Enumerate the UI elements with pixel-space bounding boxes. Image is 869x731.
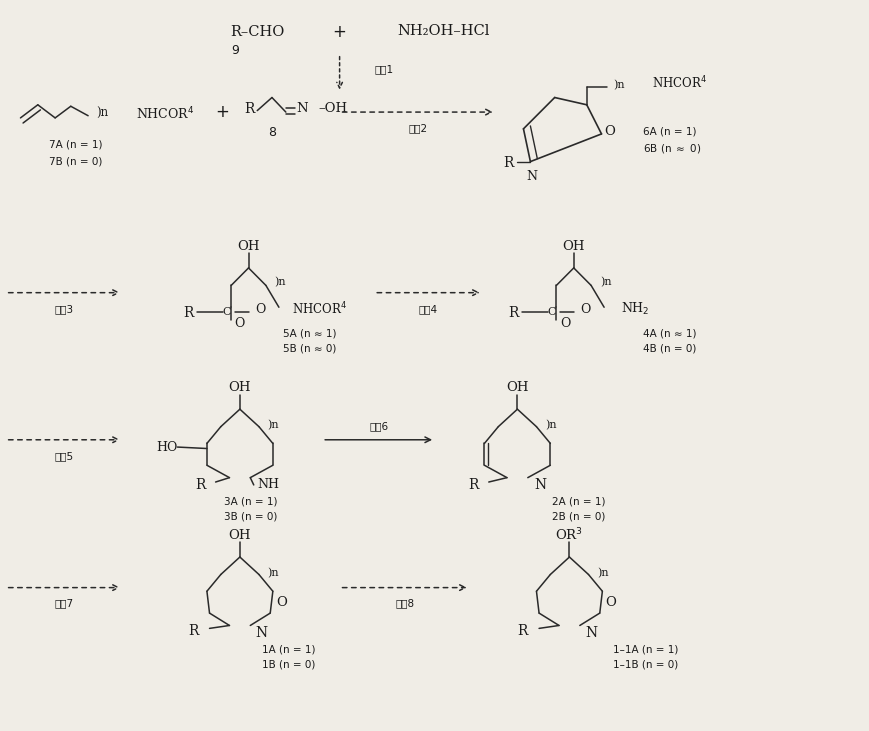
Text: NHCOR$^4$: NHCOR$^4$ bbox=[136, 105, 194, 122]
Text: R: R bbox=[244, 102, 255, 116]
Text: O: O bbox=[560, 317, 569, 330]
Text: 1–1A (n = 1): 1–1A (n = 1) bbox=[612, 645, 677, 654]
Text: N: N bbox=[584, 626, 596, 640]
Text: 8: 8 bbox=[268, 126, 275, 139]
Text: +: + bbox=[216, 103, 229, 121]
Text: O: O bbox=[580, 303, 590, 316]
Text: 3B (n = 0): 3B (n = 0) bbox=[224, 511, 277, 521]
Text: )n: )n bbox=[599, 277, 611, 287]
Text: R: R bbox=[195, 478, 205, 492]
Text: 1–1B (n = 0): 1–1B (n = 0) bbox=[612, 659, 677, 669]
Text: OH: OH bbox=[229, 381, 251, 394]
Text: N: N bbox=[526, 170, 537, 183]
Text: OH: OH bbox=[237, 240, 260, 253]
Text: 5A (n ≈ 1): 5A (n ≈ 1) bbox=[283, 328, 336, 338]
Text: 工序4: 工序4 bbox=[419, 303, 438, 314]
Text: 工序1: 工序1 bbox=[374, 64, 393, 75]
Text: NH$_2$: NH$_2$ bbox=[620, 301, 649, 317]
Text: O: O bbox=[605, 596, 616, 609]
Text: R: R bbox=[183, 306, 194, 320]
Text: 工序8: 工序8 bbox=[395, 599, 414, 609]
Text: )n: )n bbox=[545, 420, 556, 431]
Text: N: N bbox=[296, 102, 308, 115]
Text: 5B (n ≈ 0): 5B (n ≈ 0) bbox=[283, 343, 336, 353]
Text: 2B (n = 0): 2B (n = 0) bbox=[552, 511, 605, 521]
Text: 1B (n = 0): 1B (n = 0) bbox=[262, 659, 315, 669]
Text: 工序2: 工序2 bbox=[408, 123, 427, 133]
Text: 2A (n = 1): 2A (n = 1) bbox=[552, 496, 605, 507]
Text: R: R bbox=[503, 156, 514, 170]
Text: 6A (n = 1): 6A (n = 1) bbox=[642, 126, 696, 136]
Text: )n: )n bbox=[612, 80, 624, 91]
Text: R–CHO: R–CHO bbox=[229, 25, 284, 39]
Text: R: R bbox=[517, 624, 527, 638]
Text: 7B (n = 0): 7B (n = 0) bbox=[49, 156, 103, 167]
Text: 6B (n $\approx$ 0): 6B (n $\approx$ 0) bbox=[642, 142, 701, 155]
Text: OH: OH bbox=[562, 240, 584, 253]
Text: )n: )n bbox=[275, 277, 286, 287]
Text: +: + bbox=[332, 23, 346, 41]
Text: 1A (n = 1): 1A (n = 1) bbox=[262, 645, 315, 654]
Text: OR$^3$: OR$^3$ bbox=[554, 527, 583, 543]
Text: 7A (n = 1): 7A (n = 1) bbox=[49, 140, 103, 150]
Text: R: R bbox=[188, 624, 198, 638]
Text: N: N bbox=[255, 626, 268, 640]
Text: R: R bbox=[508, 306, 519, 320]
Text: NHCOR$^4$: NHCOR$^4$ bbox=[292, 301, 347, 318]
Text: R: R bbox=[468, 478, 478, 492]
Text: 工序7: 工序7 bbox=[55, 599, 74, 609]
Text: NH: NH bbox=[257, 478, 279, 491]
Text: C: C bbox=[222, 306, 231, 317]
Text: OH: OH bbox=[229, 529, 251, 542]
Text: O: O bbox=[275, 596, 287, 609]
Text: 4B (n = 0): 4B (n = 0) bbox=[642, 343, 696, 353]
Text: 工序6: 工序6 bbox=[368, 422, 388, 432]
Text: )n: )n bbox=[268, 568, 279, 578]
Text: –OH: –OH bbox=[317, 102, 347, 115]
Text: NH₂OH–HCl: NH₂OH–HCl bbox=[397, 23, 489, 37]
Text: O: O bbox=[604, 124, 615, 137]
Text: 9: 9 bbox=[231, 44, 239, 57]
Text: 4A (n ≈ 1): 4A (n ≈ 1) bbox=[642, 328, 696, 338]
Text: 工序5: 工序5 bbox=[55, 451, 74, 461]
Text: )n: )n bbox=[96, 107, 108, 120]
Text: )n: )n bbox=[268, 420, 279, 431]
Text: C: C bbox=[547, 306, 555, 317]
Text: N: N bbox=[534, 478, 547, 492]
Text: O: O bbox=[255, 303, 266, 316]
Text: O: O bbox=[235, 317, 245, 330]
Text: 3A (n = 1): 3A (n = 1) bbox=[224, 496, 277, 507]
Text: NHCOR$^4$: NHCOR$^4$ bbox=[651, 75, 706, 91]
Text: 工序3: 工序3 bbox=[55, 303, 74, 314]
Text: OH: OH bbox=[506, 381, 528, 394]
Text: HO: HO bbox=[156, 441, 177, 453]
Text: )n: )n bbox=[596, 568, 608, 578]
